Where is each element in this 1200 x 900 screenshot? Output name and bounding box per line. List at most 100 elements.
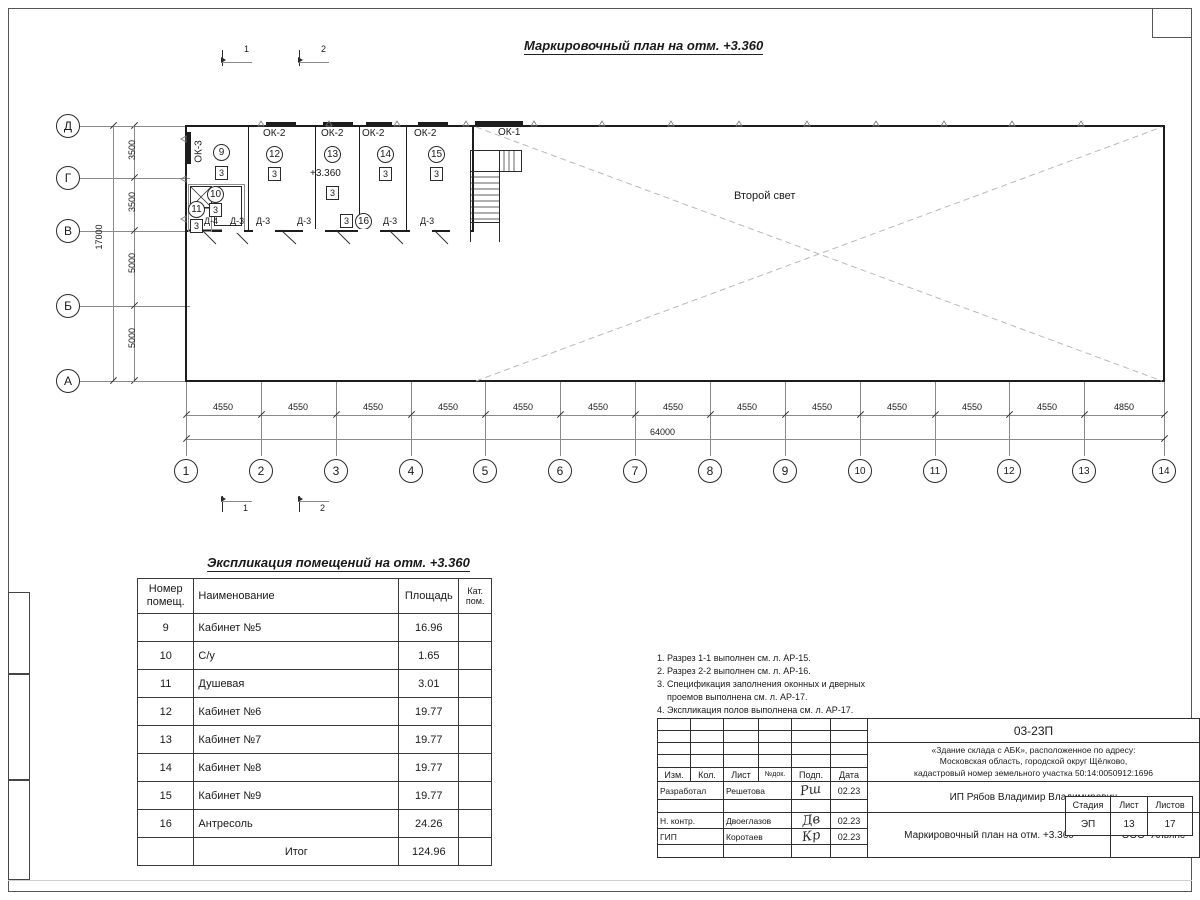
axis-circle-b: Б (56, 294, 80, 318)
rev-cell (690, 754, 724, 768)
room-number (136, 837, 195, 866)
role-name-developer: Решетова (723, 781, 792, 801)
room-number: 14 (136, 753, 195, 782)
signature-checker: Дв (791, 812, 831, 830)
dim-h-12: 4550 (1036, 402, 1058, 412)
axis-line-a (80, 381, 190, 382)
partition-4 (406, 127, 407, 231)
room-area: 3.01 (398, 669, 460, 698)
axis-circle-3: 3 (324, 459, 348, 483)
grid-line-13 (1084, 382, 1085, 456)
partition-2 (315, 127, 316, 231)
room-name: Антресоль (193, 809, 400, 838)
axis-line-g (80, 178, 190, 179)
second-light-label: Второй свет (734, 190, 796, 202)
grid-line-14 (1164, 382, 1165, 456)
section-mark-bottom-1: 1 (221, 496, 262, 522)
door-label-d3-4: Д-3 (383, 216, 398, 226)
axis-circle-g: Г (56, 166, 80, 190)
dim-h-total: 64000 (650, 427, 676, 437)
room-area: 1.65 (398, 641, 460, 670)
room-category (458, 725, 492, 754)
room-number: 10 (136, 641, 195, 670)
room-category-14: 3 (379, 167, 392, 181)
dim-ext-line (113, 126, 134, 127)
dim-h-1: 4550 (212, 402, 234, 412)
dim-h-3: 4550 (362, 402, 384, 412)
rev-cell (758, 730, 792, 743)
door-swing-group (201, 229, 449, 245)
project-code: 03-23П (867, 718, 1200, 743)
signature-glyph: Кр (800, 828, 822, 846)
grid-line-2 (261, 382, 262, 456)
room-number: 14 (379, 149, 392, 160)
dim-h-9: 4550 (811, 402, 833, 412)
axis-circle-5: 5 (473, 459, 497, 483)
door-opening-2 (253, 229, 275, 233)
rev-cell (657, 844, 724, 859)
axis-label: 10 (854, 465, 866, 477)
grid-line-3 (336, 382, 337, 456)
grid-line-7 (635, 382, 636, 456)
room-number: 9 (218, 147, 225, 158)
dim-v-3500-b: 3500 (127, 191, 137, 213)
window-ok3-glass (187, 132, 191, 164)
room-area: 19.77 (398, 697, 460, 726)
rev-cell (791, 799, 831, 814)
room-category-12: 3 (268, 167, 281, 181)
office-block-right-wall (472, 125, 474, 232)
section-mark-label: 1 (243, 503, 249, 513)
grid-line-12 (1009, 382, 1010, 456)
note-item: 1. Разрез 1-1 выполнен см. л. АР-15. (657, 653, 811, 663)
level-mark-13: +3.360 (310, 168, 341, 179)
column-marks-top (257, 120, 1085, 127)
sheet-frame-corner (1152, 8, 1192, 38)
window-label-ok1: ОК-1 (498, 127, 521, 138)
side-stamp-divider (8, 880, 1192, 881)
rev-cell (791, 718, 831, 731)
second-light-void-diagonals (475, 126, 1163, 382)
axis-label: А (63, 374, 72, 388)
room-category (458, 613, 492, 642)
dim-chain-v-inner (134, 126, 135, 381)
axis-label: 1 (182, 464, 190, 478)
rev-cell (723, 741, 759, 756)
dim-h-10: 4550 (886, 402, 908, 412)
room-category-11: 3 (190, 219, 203, 233)
object-description: «Здание склада с АБК», расположенное по … (867, 741, 1200, 783)
object-line-3: кадастровый номер земельного участка 50:… (914, 767, 1153, 778)
note-item: 2. Разрез 2-2 выполнен см. л. АР-16. (657, 666, 811, 677)
sheet-info-table: Стадия Лист Листов ЭП 13 17 (1065, 796, 1193, 836)
notes-block: 1. Разрез 1-1 выполнен см. л. АР-15. 2. … (657, 652, 865, 717)
axis-label: 6 (556, 464, 564, 478)
dim-ext-line (113, 381, 134, 382)
header-room-number: Номер помещ. (136, 578, 195, 614)
axis-label: 9 (781, 464, 789, 478)
grid-line-11 (935, 382, 936, 456)
rev-header-podp: Подп. (791, 766, 831, 783)
table-row: 10 С/у 1.65 (136, 641, 492, 670)
partition-1 (248, 127, 249, 231)
rev-header-kol: Кол. (690, 766, 724, 783)
room-name: Кабинет №6 (193, 697, 400, 726)
axis-circle-2: 2 (249, 459, 273, 483)
door-label-d4: Д-4 (204, 216, 219, 226)
role-name-checker: Двоеглазов (723, 812, 792, 830)
room-category (458, 641, 492, 670)
rev-cell (791, 844, 831, 859)
door-label-d3-5: Д-3 (420, 216, 435, 226)
axis-circle-13: 13 (1072, 459, 1096, 483)
section-mark-label: 2 (321, 44, 327, 54)
axis-circle-14: 14 (1152, 459, 1176, 483)
rev-header-ndoc: №док. (758, 766, 792, 783)
axis-label: 4 (407, 464, 415, 478)
axis-label: 12 (1003, 465, 1015, 477)
room-name: Душевая (193, 669, 400, 698)
dim-h-7: 4550 (662, 402, 684, 412)
dim-h-2: 4550 (287, 402, 309, 412)
axis-circle-a: А (56, 369, 80, 393)
rev-cell (657, 741, 691, 756)
room-name: Кабинет №5 (193, 613, 400, 642)
wall-bottom (186, 380, 1165, 382)
dim-h-6: 4550 (587, 402, 609, 412)
